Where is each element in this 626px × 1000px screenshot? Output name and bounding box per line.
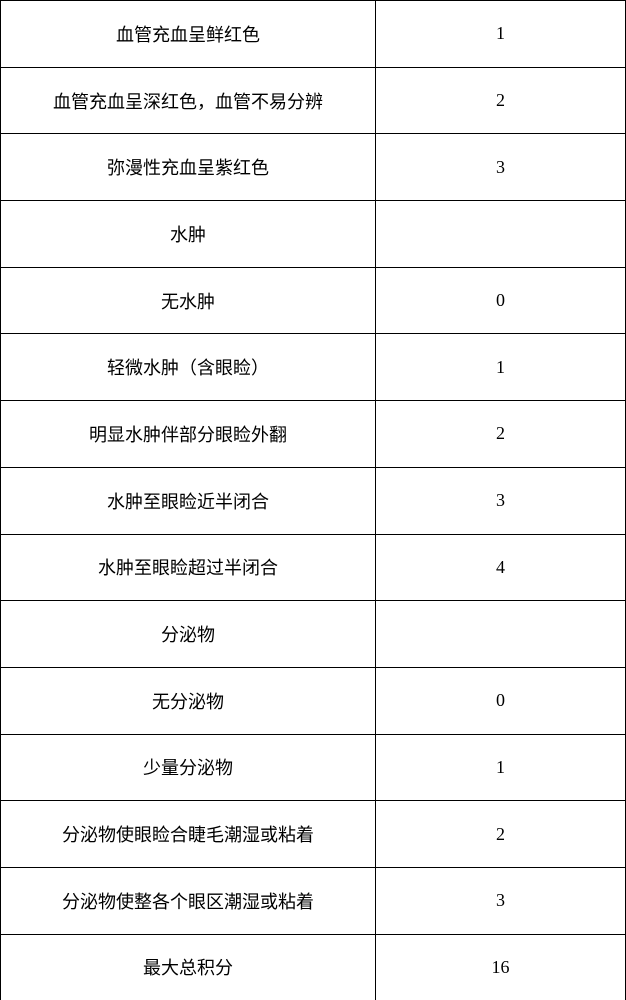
row-label: 水肿至眼睑超过半闭合 <box>1 534 376 601</box>
row-value: 1 <box>376 734 626 801</box>
row-label: 水肿 <box>1 201 376 268</box>
row-value: 16 <box>376 934 626 1000</box>
row-label: 明显水肿伴部分眼睑外翻 <box>1 401 376 468</box>
table-row: 少量分泌物1 <box>1 734 626 801</box>
row-value: 1 <box>376 1 626 68</box>
table-row: 水肿 <box>1 201 626 268</box>
table-row: 无分泌物0 <box>1 667 626 734</box>
row-label: 分泌物 <box>1 601 376 668</box>
row-label: 血管充血呈深红色，血管不易分辨 <box>1 67 376 134</box>
row-value <box>376 201 626 268</box>
table-row: 水肿至眼睑近半闭合3 <box>1 467 626 534</box>
row-value: 2 <box>376 67 626 134</box>
row-value: 0 <box>376 267 626 334</box>
row-label: 无水肿 <box>1 267 376 334</box>
row-label: 分泌物使整各个眼区潮湿或粘着 <box>1 867 376 934</box>
table-row: 分泌物 <box>1 601 626 668</box>
table-row: 分泌物使整各个眼区潮湿或粘着3 <box>1 867 626 934</box>
table-row: 水肿至眼睑超过半闭合4 <box>1 534 626 601</box>
row-value: 3 <box>376 134 626 201</box>
row-value <box>376 601 626 668</box>
table-row: 弥漫性充血呈紫红色3 <box>1 134 626 201</box>
table-body: 血管充血呈鲜红色1血管充血呈深红色，血管不易分辨2弥漫性充血呈紫红色3水肿无水肿… <box>1 1 626 1000</box>
table-row: 血管充血呈鲜红色1 <box>1 1 626 68</box>
row-label: 分泌物使眼睑合睫毛潮湿或粘着 <box>1 801 376 868</box>
scoring-table: 血管充血呈鲜红色1血管充血呈深红色，血管不易分辨2弥漫性充血呈紫红色3水肿无水肿… <box>0 0 626 1000</box>
row-value: 1 <box>376 334 626 401</box>
row-label: 轻微水肿（含眼睑） <box>1 334 376 401</box>
row-value: 0 <box>376 667 626 734</box>
row-value: 2 <box>376 801 626 868</box>
row-value: 3 <box>376 867 626 934</box>
table-row: 无水肿0 <box>1 267 626 334</box>
row-value: 3 <box>376 467 626 534</box>
row-label: 水肿至眼睑近半闭合 <box>1 467 376 534</box>
row-value: 4 <box>376 534 626 601</box>
table-row: 轻微水肿（含眼睑）1 <box>1 334 626 401</box>
row-label: 少量分泌物 <box>1 734 376 801</box>
table-row: 最大总积分16 <box>1 934 626 1000</box>
row-label: 无分泌物 <box>1 667 376 734</box>
table-row: 明显水肿伴部分眼睑外翻2 <box>1 401 626 468</box>
row-label: 最大总积分 <box>1 934 376 1000</box>
row-label: 血管充血呈鲜红色 <box>1 1 376 68</box>
row-label: 弥漫性充血呈紫红色 <box>1 134 376 201</box>
row-value: 2 <box>376 401 626 468</box>
table-row: 血管充血呈深红色，血管不易分辨2 <box>1 67 626 134</box>
table-row: 分泌物使眼睑合睫毛潮湿或粘着2 <box>1 801 626 868</box>
